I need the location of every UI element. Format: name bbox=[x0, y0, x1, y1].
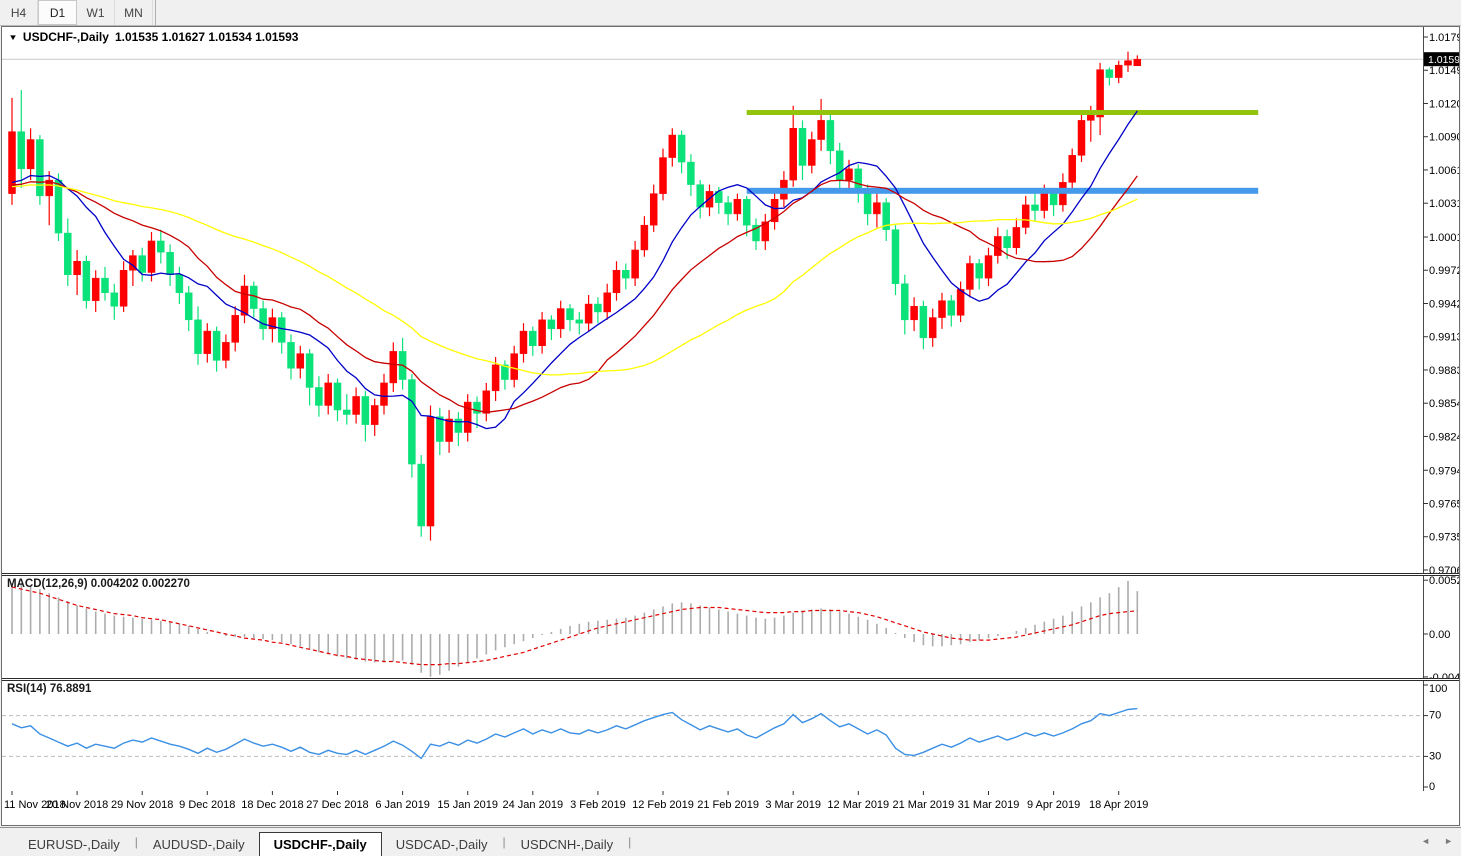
date-axis-label: 3 Feb 2019 bbox=[570, 799, 626, 811]
price-scale-label: 1.00610 bbox=[1429, 165, 1459, 177]
price-scale-label: 1.01790 bbox=[1429, 32, 1459, 44]
date-axis-label: 20 Nov 2018 bbox=[46, 799, 108, 811]
rsi-scale-label: 30 bbox=[1429, 750, 1441, 762]
symbol-dropdown-icon[interactable]: ▼ bbox=[8, 32, 18, 42]
price-scale-label: 1.00905 bbox=[1429, 132, 1459, 144]
macd-scale-label: -0.00421 bbox=[1429, 672, 1459, 678]
toolbar-divider bbox=[155, 0, 156, 25]
date-axis-label: 21 Mar 2019 bbox=[893, 799, 955, 811]
tab-divider: | bbox=[628, 835, 632, 849]
panel-divider[interactable] bbox=[2, 573, 1459, 576]
symbol-tab-bar: EURUSD-,Daily | AUDUSD-,Daily USDCHF-,Daily… bbox=[0, 827, 1461, 856]
price-scale-label: 0.97060 bbox=[1429, 565, 1459, 573]
price-scale-label: 1.01200 bbox=[1429, 98, 1459, 110]
tab-usdcnh[interactable]: USDCNH-,Daily bbox=[520, 837, 614, 852]
price-chart-canvas[interactable]: 1.01790 1.01495 1.01200 1.00905 1.00610 1.003… bbox=[2, 27, 1459, 573]
date-axis-label: 9 Apr 2019 bbox=[1027, 799, 1080, 811]
rsi-scale-label: 70 bbox=[1429, 710, 1441, 722]
date-axis-label: 21 Feb 2019 bbox=[697, 799, 759, 811]
current-price-tag: 1.01593 bbox=[1428, 54, 1459, 66]
rsi-label: RSI(14) bbox=[7, 683, 47, 695]
price-scale-label: 0.99720 bbox=[1429, 265, 1459, 277]
macd-panel: 0.005275 0.00 -0.00421 MACD(12,26,9) 0.004… bbox=[2, 576, 1459, 678]
tab-eurusd[interactable]: EURUSD-,Daily bbox=[28, 837, 120, 852]
timeframe-button-mn[interactable]: MN bbox=[115, 0, 153, 25]
price-panel: 1.01790 1.01495 1.01200 1.00905 1.00610 1.003… bbox=[2, 27, 1459, 573]
date-axis-label: 6 Jan 2019 bbox=[375, 799, 429, 811]
date-axis-label: 31 Mar 2019 bbox=[958, 799, 1020, 811]
date-axis-label: 12 Mar 2019 bbox=[827, 799, 889, 811]
date-axis-label: 3 Mar 2019 bbox=[765, 799, 821, 811]
date-axis-label: 24 Jan 2019 bbox=[503, 799, 564, 811]
macd-label-overlay: MACD(12,26,9) 0.004202 0.002270 bbox=[7, 578, 190, 590]
chart-window: 1.01790 1.01495 1.01200 1.00905 1.00610 1.003… bbox=[1, 26, 1460, 826]
tab-divider: | bbox=[134, 835, 138, 849]
date-axis-label: 18 Dec 2018 bbox=[241, 799, 303, 811]
tab-divider: | bbox=[502, 835, 506, 849]
macd-values: 0.004202 0.002270 bbox=[90, 578, 190, 590]
chart-title: USDCHF-,Daily bbox=[22, 30, 109, 44]
price-scale-label: 0.97650 bbox=[1429, 498, 1459, 510]
rsi-panel: 100 70 30 0 RSI(14) 76.8891 bbox=[2, 681, 1459, 791]
tab-usdcad[interactable]: USDCAD-,Daily bbox=[395, 837, 488, 852]
date-axis-label: 29 Nov 2018 bbox=[111, 799, 173, 811]
date-axis-label: 11 Nov 2018 bbox=[4, 799, 66, 811]
price-scale-label: 0.97355 bbox=[1429, 532, 1459, 544]
price-scale-label: 1.00315 bbox=[1429, 198, 1459, 210]
date-axis-label: 27 Dec 2018 bbox=[306, 799, 368, 811]
macd-scale-label: 0.00 bbox=[1429, 629, 1450, 641]
price-scale-label: 0.98245 bbox=[1429, 431, 1459, 443]
rsi-value: 76.8891 bbox=[49, 683, 92, 695]
price-scale-label: 0.98835 bbox=[1429, 365, 1459, 377]
panel-divider[interactable] bbox=[2, 678, 1459, 681]
timeframe-button-d1[interactable]: D1 bbox=[38, 0, 77, 25]
price-scale-label: 0.98540 bbox=[1429, 398, 1459, 410]
timeframe-button-h4[interactable]: H4 bbox=[0, 0, 38, 25]
tab-scroll-controls: ◄ ► bbox=[1421, 835, 1453, 847]
price-scale-label: 0.99130 bbox=[1429, 332, 1459, 344]
macd-label: MACD(12,26,9) bbox=[7, 578, 88, 590]
chart-title-overlay: ▼ USDCHF-,Daily 1.01535 1.01627 1.01534 … bbox=[8, 30, 299, 44]
date-axis-label: 9 Dec 2018 bbox=[179, 799, 235, 811]
date-axis-label: 15 Jan 2019 bbox=[437, 799, 498, 811]
date-axis-label: 12 Feb 2019 bbox=[632, 799, 694, 811]
rsi-scale-label: 0 bbox=[1429, 781, 1435, 791]
price-scale-label: 0.97945 bbox=[1429, 465, 1459, 477]
date-axis-label: 18 Apr 2019 bbox=[1089, 799, 1148, 811]
rsi-label-overlay: RSI(14) 76.8891 bbox=[7, 683, 91, 695]
price-scale-label: 1.00015 bbox=[1429, 232, 1459, 244]
timeframe-button-w1[interactable]: W1 bbox=[77, 0, 115, 25]
price-scale-label: 1.01495 bbox=[1429, 65, 1459, 77]
tab-usdchf[interactable]: USDCHF-,Daily bbox=[258, 832, 382, 856]
chart-ohlc-values: 1.01535 1.01627 1.01534 1.01593 bbox=[114, 30, 299, 44]
rsi-scale-label: 100 bbox=[1429, 683, 1447, 695]
tab-scroll-left-icon[interactable]: ◄ bbox=[1421, 836, 1431, 846]
price-scale-label: 0.99425 bbox=[1429, 298, 1459, 310]
rsi-chart-canvas[interactable]: 100 70 30 0 bbox=[2, 681, 1459, 791]
tab-audusd[interactable]: AUDUSD-,Daily bbox=[152, 837, 245, 852]
date-axis[interactable]: 11 Nov 2018 20 Nov 2018 29 Nov 2018 9 Dec 2… bbox=[2, 791, 1459, 825]
macd-scale-label: 0.005275 bbox=[1429, 576, 1459, 587]
tab-scroll-right-icon[interactable]: ► bbox=[1444, 836, 1453, 846]
macd-chart-canvas[interactable]: 0.005275 0.00 -0.00421 bbox=[2, 576, 1459, 678]
timeframe-toolbar: H4 D1 W1 MN bbox=[0, 0, 1461, 26]
